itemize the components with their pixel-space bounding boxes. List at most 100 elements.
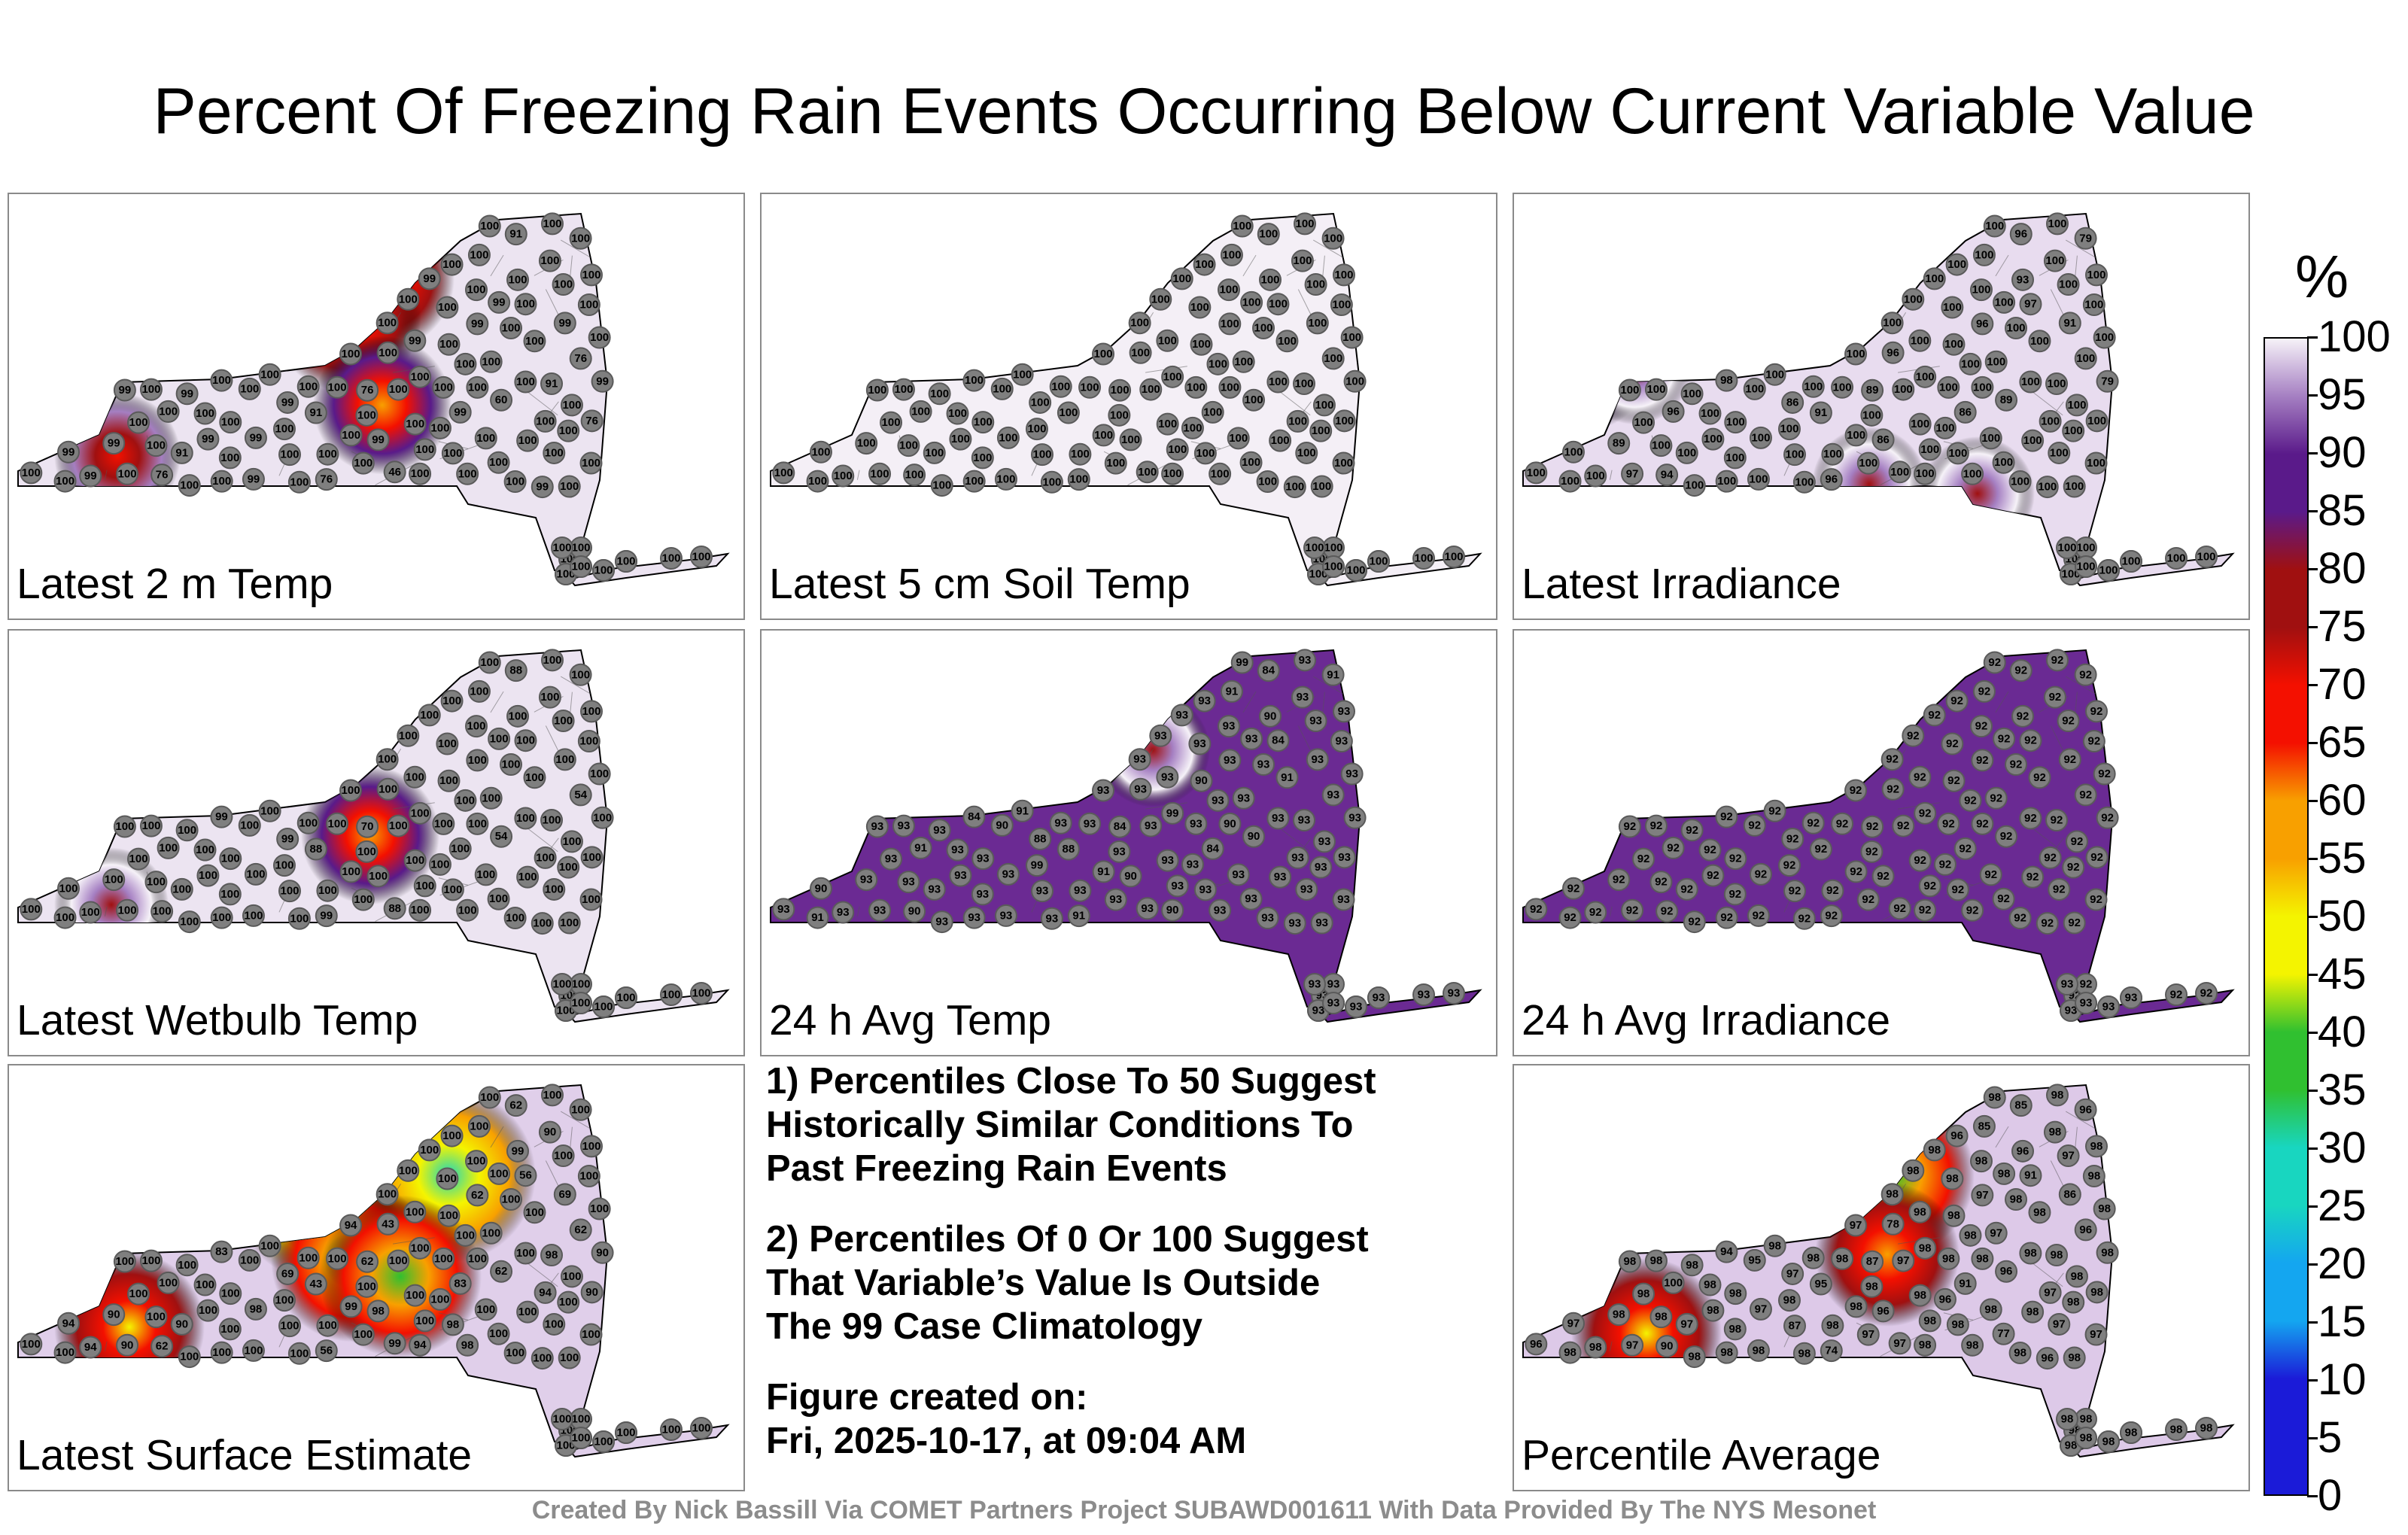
station-marker: 92 (1914, 898, 1937, 922)
station-value: 100 (406, 854, 424, 867)
station-dot (1119, 865, 1142, 888)
station-marker: 100 (592, 559, 615, 582)
station-marker: 93 (1240, 727, 1263, 750)
county-line (844, 728, 859, 748)
station-dot (2165, 983, 2188, 1006)
station-value: 92 (1729, 853, 1742, 865)
station-dot (1763, 1234, 1786, 1257)
station-value: 100 (1260, 273, 1279, 286)
station-value: 93 (1257, 758, 1270, 771)
station-value: 99 (372, 433, 385, 446)
station-dot (2048, 877, 2071, 901)
station-marker: 100 (1108, 403, 1131, 427)
station-dot (2046, 212, 2069, 236)
station-marker: 98 (2120, 1421, 2142, 1444)
station-dot (1715, 1341, 1738, 1364)
station-value: 92 (1877, 870, 1890, 883)
station-value: 100 (518, 434, 537, 447)
station-dot (1698, 402, 1722, 425)
station-value: 100 (1704, 433, 1722, 445)
station-marker: 100 (1232, 350, 1255, 373)
station-dot (2005, 752, 2028, 776)
station-dot (1304, 710, 1327, 733)
station-marker: 100 (996, 426, 1020, 449)
station-value: 100 (1069, 473, 1088, 486)
station-marker: 100 (577, 730, 600, 753)
station-value: 99 (250, 431, 263, 444)
station-marker: 100 (1239, 451, 1263, 474)
station-value: 98 (2033, 1206, 2046, 1219)
station-value: 100 (1324, 542, 1342, 555)
station-value: 93 (1418, 989, 1431, 1002)
station-value: 92 (1789, 885, 1801, 898)
station-dot (464, 278, 488, 302)
station-marker: 100 (20, 898, 43, 921)
station-value: 100 (1187, 381, 1206, 394)
station-marker: 98 (2056, 1408, 2078, 1430)
station-marker: 92 (1724, 847, 1747, 871)
station-marker: 100 (541, 212, 564, 236)
station-dot (660, 983, 683, 1006)
station-marker: 99 (102, 432, 126, 455)
station-value: 100 (661, 989, 680, 1002)
station-marker: 100 (1218, 312, 1242, 336)
station-marker: 93 (962, 906, 986, 929)
station-marker: 98 (1844, 1295, 1868, 1318)
station-marker: 90 (170, 1312, 193, 1336)
station-marker: 100 (1860, 403, 1884, 427)
station-dot (1972, 679, 1996, 703)
station-dot (2046, 1084, 2069, 1107)
station-value: 92 (2014, 664, 2027, 677)
station-dot (543, 877, 566, 901)
station-marker: 76 (315, 468, 338, 491)
station-value: 100 (22, 1338, 41, 1351)
station-value: 91 (914, 841, 927, 854)
station-value: 100 (1163, 467, 1182, 480)
station-dot (383, 460, 406, 484)
station-dot (413, 1309, 436, 1333)
station-dot (144, 434, 168, 457)
station-marker: 93 (1166, 874, 1189, 898)
county-line (982, 351, 1016, 369)
station-marker: 100 (1972, 243, 1996, 266)
station-value: 92 (2098, 768, 2111, 780)
station-value: 86 (2063, 1188, 2076, 1201)
station-marker: 92 (1792, 907, 1816, 930)
station-value: 92 (1939, 858, 1952, 871)
station-marker: 100 (2019, 370, 2042, 394)
station-marker: 100 (523, 1201, 546, 1224)
station-dot (1332, 700, 1355, 723)
station-marker: 100 (1880, 312, 1904, 335)
station-dot (2056, 536, 2078, 559)
station-dot (2065, 394, 2088, 417)
station-dot (990, 377, 1014, 400)
station-value: 100 (905, 469, 924, 482)
station-marker: 92 (1632, 847, 1655, 871)
station-marker: 92 (2096, 806, 2119, 829)
station-dot (1067, 904, 1090, 928)
station-marker: 98 (1993, 1162, 2016, 1185)
station-dot (1701, 864, 1725, 887)
station-value: 100 (965, 374, 984, 387)
station-value: 100 (1138, 466, 1157, 479)
station-value: 99 (181, 388, 193, 400)
station-dot (326, 812, 349, 835)
station-dot (1992, 887, 2015, 910)
station-dot (464, 715, 488, 738)
county-line (545, 1160, 560, 1189)
station-marker: 100 (1294, 212, 1317, 236)
station-dot (356, 378, 379, 402)
station-dot (413, 438, 436, 461)
station-marker: 100 (1856, 451, 1880, 475)
station-marker: 98 (2046, 1084, 2069, 1107)
station-value: 86 (1786, 396, 1799, 409)
station-dot (1821, 879, 1844, 902)
station-marker: 93 (1256, 907, 1279, 930)
station-value: 100 (894, 383, 913, 396)
station-marker: 92 (1953, 837, 1977, 860)
station-dot (1969, 1150, 1993, 1173)
station-marker: 94 (56, 1312, 80, 1335)
station-value: 93 (1327, 978, 1340, 991)
station-marker: 100 (500, 1187, 523, 1211)
station-value: 100 (2087, 415, 2106, 427)
